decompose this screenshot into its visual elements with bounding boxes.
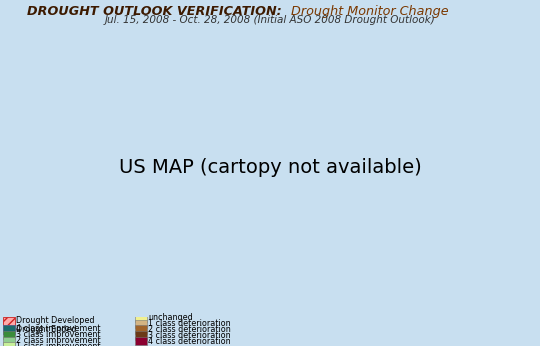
Bar xyxy=(135,325,147,334)
Text: DROUGHT OUTLOOK VERIFICATION:: DROUGHT OUTLOOK VERIFICATION: xyxy=(26,5,281,18)
Text: 3 class deterioration: 3 class deterioration xyxy=(148,331,231,340)
Text: 2 class deterioration: 2 class deterioration xyxy=(148,325,231,334)
Bar xyxy=(135,331,147,339)
Bar xyxy=(135,320,147,328)
Text: 4 class deterioration: 4 class deterioration xyxy=(148,337,231,346)
Bar xyxy=(3,325,15,333)
Text: 2 class improvement: 2 class improvement xyxy=(16,336,101,345)
Text: unchanged: unchanged xyxy=(148,313,193,322)
Bar xyxy=(135,337,147,345)
Text: Drought Ended: Drought Ended xyxy=(16,325,77,334)
Text: 4 class improvement: 4 class improvement xyxy=(16,325,100,334)
Bar xyxy=(3,317,15,325)
Bar xyxy=(3,325,15,334)
Text: 1 class deterioration: 1 class deterioration xyxy=(148,319,231,328)
Text: Jul. 15, 2008 - Oct. 28, 2008 (Initial ASO 2008 Drought Outlook): Jul. 15, 2008 - Oct. 28, 2008 (Initial A… xyxy=(105,15,435,25)
Bar xyxy=(3,343,15,346)
Text: 3 class improvement: 3 class improvement xyxy=(16,330,100,339)
Text: US MAP (cartopy not available): US MAP (cartopy not available) xyxy=(119,158,421,177)
Bar xyxy=(135,313,147,322)
Text: Drought Developed: Drought Developed xyxy=(16,316,94,325)
Bar xyxy=(3,331,15,339)
Text: 1 class improvement: 1 class improvement xyxy=(16,342,100,346)
Text: Drought Monitor Change: Drought Monitor Change xyxy=(291,5,449,18)
Bar xyxy=(3,337,15,345)
